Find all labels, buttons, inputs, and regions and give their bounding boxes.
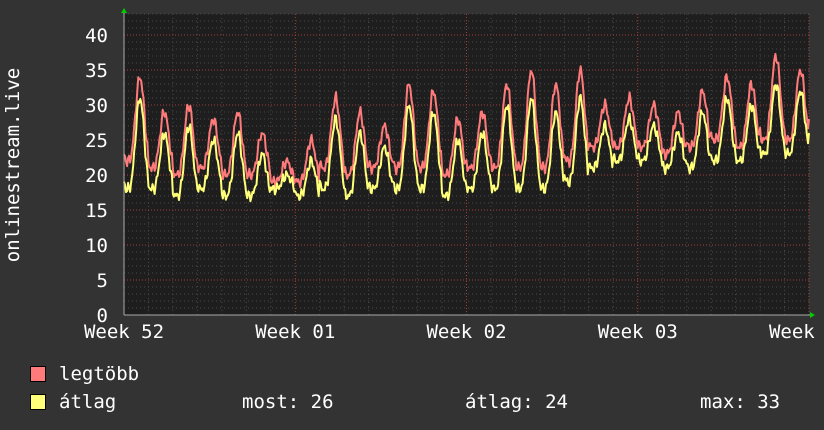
x-tick-label: Week 04: [769, 321, 824, 343]
legend-label-max: legtöbb: [59, 363, 140, 385]
stat-avg: átlag: 24: [465, 391, 568, 413]
y-axis-arrow-icon: [121, 8, 127, 13]
y-tick-label: 25: [85, 130, 108, 152]
y-tick-label: 5: [97, 270, 108, 292]
stat-now: most: 26: [242, 391, 334, 413]
stat-max: max: 33: [700, 391, 780, 413]
x-tick-labels: Week 52 Week 01 Week 02 Week 03 Week 04: [84, 321, 824, 343]
stat-now-value: 26: [310, 391, 334, 413]
stat-avg-value: 24: [545, 391, 568, 413]
x-tick-label: Week 03: [598, 321, 678, 343]
x-tick-label: Week 52: [84, 321, 164, 343]
y-tick-label: 30: [85, 95, 108, 117]
legend-label-avg: átlag: [59, 391, 117, 413]
stat-now-label: most:: [242, 391, 300, 413]
y-tick-label: 15: [85, 200, 108, 222]
series-lines: [123, 52, 810, 203]
series-line-max: [123, 52, 810, 189]
y-tick-label: 0: [97, 305, 108, 327]
x-tick-label: Week 01: [255, 321, 335, 343]
y-tick-labels: 0 5 10 15 20 25 30 35 40: [85, 25, 108, 327]
stat-max-label: max:: [700, 391, 746, 413]
x-tick-label: Week 02: [426, 321, 506, 343]
y-tick-label: 35: [85, 60, 108, 82]
x-axis-arrow-icon: [810, 312, 815, 318]
axes: [121, 8, 815, 318]
series-line-avg: [123, 84, 810, 203]
stat-avg-label: átlag:: [465, 391, 534, 413]
legend-swatch-max: [30, 366, 46, 382]
y-tick-label: 20: [85, 165, 108, 187]
y-tick-label: 10: [85, 235, 108, 257]
legend-swatch-avg: [30, 394, 46, 410]
stat-max-value: 33: [757, 391, 781, 413]
y-axis-label: onlinestream.live: [2, 68, 24, 262]
y-tick-label: 40: [85, 25, 108, 47]
